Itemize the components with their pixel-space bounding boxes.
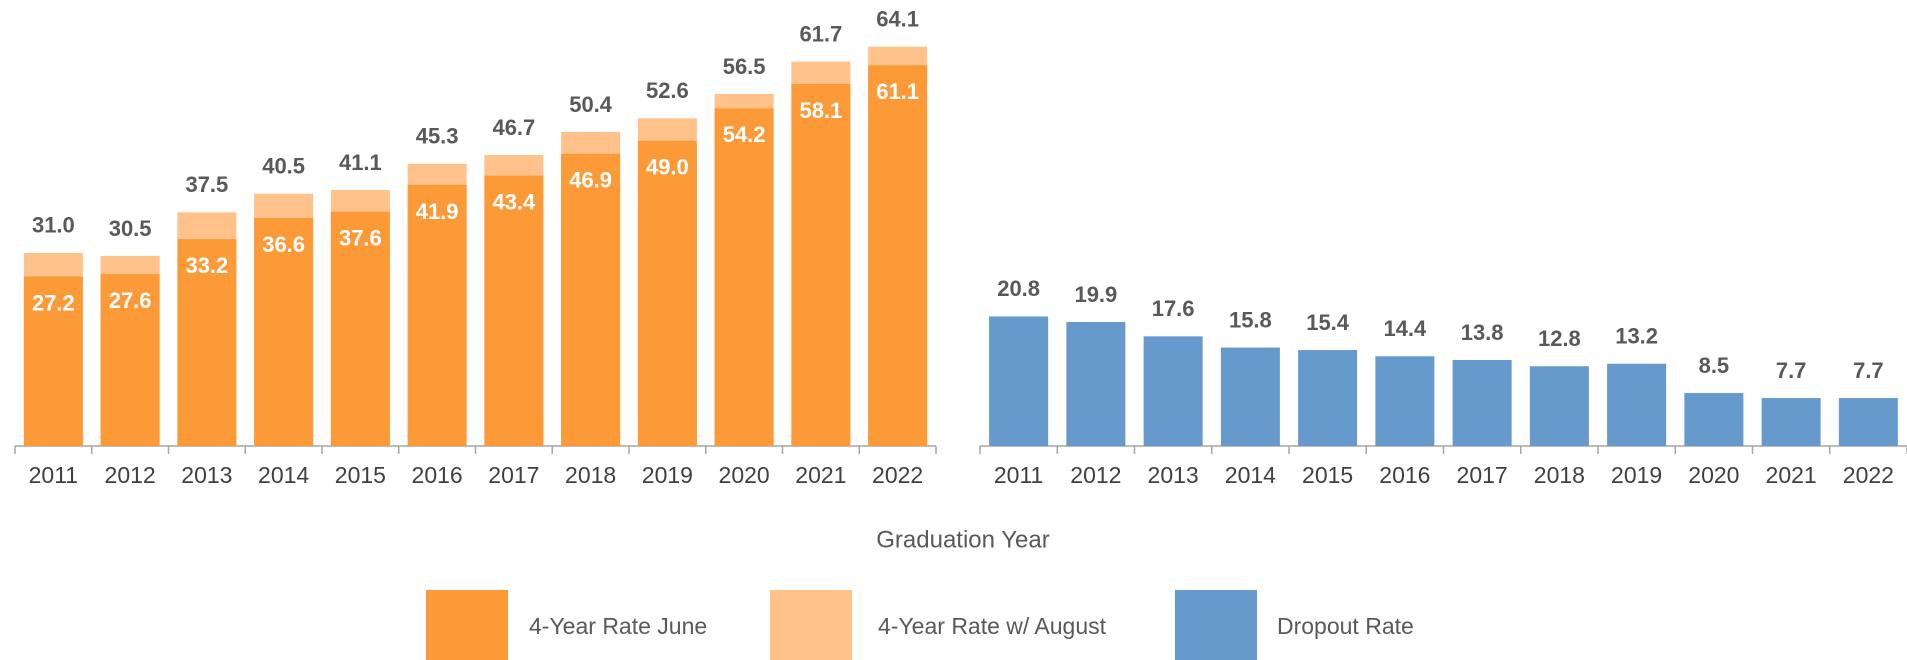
x-tick-label: 2022 [872, 462, 923, 488]
bar [1607, 363, 1667, 446]
legend-swatch [426, 590, 508, 660]
bar [1838, 398, 1898, 446]
data-label: 37.6 [339, 226, 382, 251]
x-tick-label: 2012 [105, 462, 156, 488]
bar [791, 84, 851, 447]
data-label: 33.2 [185, 253, 228, 278]
legend-label: 4-Year Rate June [529, 613, 707, 639]
data-label: 41.1 [339, 150, 382, 175]
x-tick-label: 2018 [565, 462, 616, 488]
data-label: 45.3 [416, 124, 459, 149]
x-tick-label: 2015 [1302, 462, 1353, 488]
x-tick-label: 2013 [181, 462, 232, 488]
data-label: 43.4 [492, 189, 536, 214]
data-label: 7.7 [1776, 358, 1807, 383]
legend-swatch [1175, 590, 1257, 660]
data-label: 31.0 [32, 213, 75, 238]
bar [1066, 322, 1126, 446]
bar [407, 184, 467, 446]
bar [1529, 366, 1589, 446]
x-tick-label: 2018 [1534, 462, 1585, 488]
bar [1143, 336, 1203, 446]
x-tick-label: 2017 [488, 462, 539, 488]
bar [100, 274, 160, 446]
x-tick-label: 2019 [642, 462, 693, 488]
data-label: 27.6 [109, 288, 152, 313]
legend-label: Dropout Rate [1277, 613, 1414, 639]
data-label: 14.4 [1383, 316, 1427, 341]
data-label: 7.7 [1853, 358, 1884, 383]
x-tick-label: 2017 [1457, 462, 1508, 488]
data-label: 61.7 [799, 21, 842, 46]
bar [1452, 360, 1512, 446]
bar [868, 65, 928, 447]
legend-swatch [770, 590, 852, 660]
bar [637, 140, 697, 447]
data-label: 41.9 [416, 199, 459, 224]
data-label: 56.5 [723, 54, 766, 79]
data-label: 54.2 [723, 122, 766, 147]
data-label: 17.6 [1152, 296, 1195, 321]
bar [23, 276, 83, 446]
x-tick-label: 2013 [1148, 462, 1199, 488]
bar [1761, 398, 1821, 446]
x-tick-label: 2020 [719, 462, 770, 488]
data-label: 36.6 [262, 232, 305, 257]
data-label: 40.5 [262, 153, 305, 178]
data-label: 50.4 [569, 92, 613, 117]
bar [989, 316, 1049, 446]
x-tick-label: 2022 [1843, 462, 1894, 488]
x-tick-label: 2011 [994, 462, 1043, 488]
x-tick-label: 2019 [1611, 462, 1662, 488]
data-label: 13.8 [1461, 320, 1504, 345]
data-label: 12.8 [1538, 326, 1581, 351]
data-label: 58.1 [799, 98, 842, 123]
bar [1375, 356, 1435, 446]
bar [254, 217, 314, 446]
bar [1298, 350, 1358, 446]
x-tick-label: 2014 [1225, 462, 1276, 488]
x-tick-label: 2021 [795, 462, 846, 488]
data-label: 13.2 [1615, 324, 1658, 349]
x-tick-label: 2016 [412, 462, 463, 488]
bar [177, 239, 237, 446]
x-tick-label: 2014 [258, 462, 309, 488]
data-label: 64.1 [876, 6, 919, 31]
x-tick-label: 2021 [1766, 462, 1817, 488]
data-label: 19.9 [1074, 282, 1117, 307]
data-label: 15.8 [1229, 307, 1272, 332]
bar [330, 211, 390, 446]
legend-label: 4-Year Rate w/ August [878, 613, 1107, 639]
x-tick-label: 2016 [1379, 462, 1430, 488]
data-label: 61.1 [876, 79, 919, 104]
bar [1220, 347, 1280, 446]
x-tick-label: 2012 [1070, 462, 1121, 488]
x-axis-label: Graduation Year [876, 526, 1049, 553]
data-label: 52.6 [646, 78, 689, 103]
x-tick-label: 2011 [29, 462, 78, 488]
bar [484, 175, 544, 447]
x-tick-label: 2015 [335, 462, 386, 488]
data-label: 30.5 [109, 216, 152, 241]
x-tick-label: 2020 [1688, 462, 1739, 488]
data-label: 37.5 [185, 172, 228, 197]
bar [561, 153, 621, 447]
data-label: 27.2 [32, 290, 75, 315]
data-label: 8.5 [1699, 353, 1730, 378]
data-label: 46.9 [569, 168, 612, 193]
data-label: 46.7 [492, 115, 535, 140]
bar [714, 108, 774, 447]
bar [1684, 393, 1744, 446]
data-label: 49.0 [646, 155, 689, 180]
data-label: 20.8 [997, 276, 1040, 301]
data-label: 15.4 [1306, 310, 1350, 335]
